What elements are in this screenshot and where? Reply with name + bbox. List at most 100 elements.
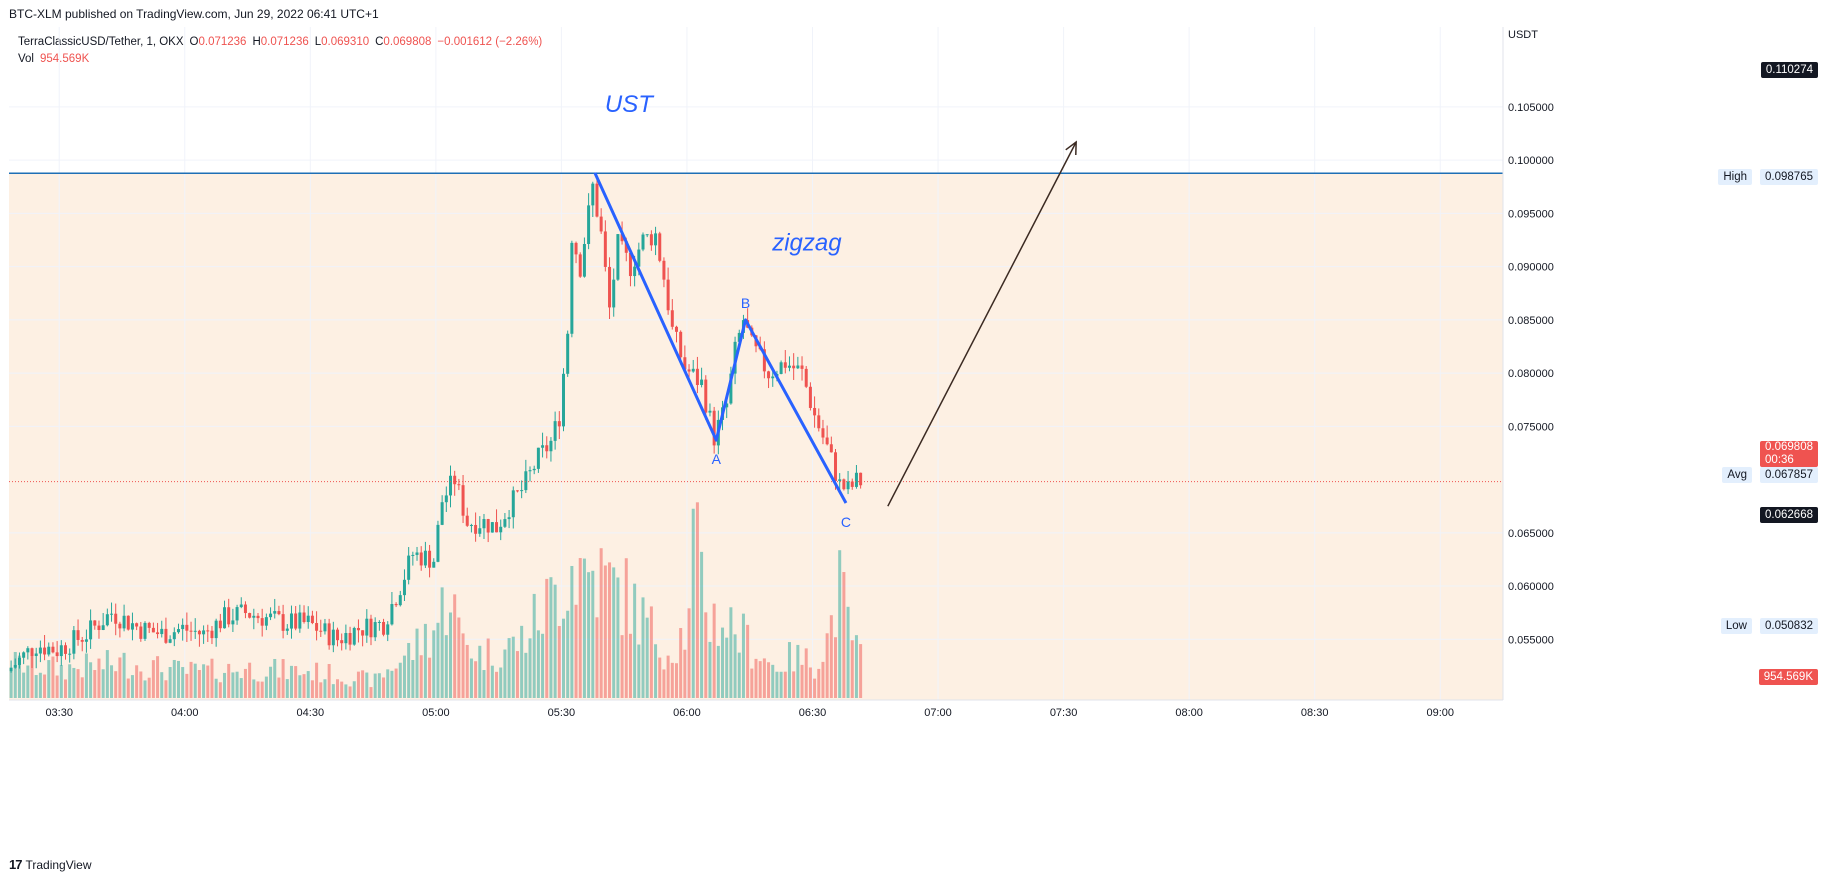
volume-bar [557,626,561,698]
price-tick: 0.090000 [1508,262,1554,274]
volume-bar [302,674,306,698]
candle-body [285,628,289,631]
candle-body [787,365,791,368]
candle-body [633,266,637,277]
volume-bar [796,644,800,698]
volume-bar [536,630,540,698]
volume-bar [398,662,402,698]
candle-body [38,647,42,654]
volume-bar [591,570,595,698]
volume-bar [490,665,494,698]
candle-body [264,617,268,626]
volume-bar [570,565,574,698]
candle-body [139,626,143,639]
volume-bar [495,671,499,698]
annotation-zigzag[interactable]: zigzag [771,230,842,257]
volume-bars [9,502,863,698]
candle-body [22,652,26,658]
candle-body [695,368,699,385]
volume-bar [733,634,737,698]
time-tick: 08:00 [1175,707,1203,719]
candle-body [553,421,557,441]
candle-body [423,550,427,566]
candle-body [176,629,180,633]
candle-body [189,630,193,632]
candle-body [185,624,189,631]
volume-bar [382,677,386,698]
volume-bar [691,508,695,698]
candle-body [122,615,126,629]
candle-body [440,502,444,525]
candle-body [532,468,536,471]
grid-lines [9,27,1503,700]
zigzag-pattern-line[interactable] [593,172,848,504]
candle-body [135,623,139,627]
volume-bar [792,671,796,698]
volume-bar [17,655,21,698]
volume-bar [110,665,114,698]
projection-arrow[interactable] [887,140,1077,507]
time-tick: 03:30 [45,707,73,719]
volume-bar [553,584,557,698]
time-axis[interactable]: 03:30 04:00 04:30 05:00 05:30 06:00 06:30 07:00… [45,707,1454,719]
volume-bar [394,668,398,698]
volume-bar [520,625,524,698]
high-value: 0.071236 [260,36,309,48]
candle-body [658,233,662,261]
tradingview-brand[interactable]: 17 TradingView [9,857,92,872]
candle-body [859,472,863,486]
volume-bar [444,635,448,698]
candle-body [17,657,21,665]
volume-bar [34,675,38,698]
candle-body [432,561,436,568]
volume-bar [850,640,854,698]
candle-body [796,365,800,369]
candle-body [76,630,80,640]
candle-body [846,481,850,490]
candle-body [34,653,38,657]
low-value: 0.069310 [321,36,370,48]
volume-bar [708,641,712,698]
candle-body [411,554,415,556]
candle-body [482,519,486,529]
volume-bar [834,637,838,698]
candle-body [84,639,88,642]
volume-bar [842,572,846,698]
volume-bar [72,667,76,698]
candle-body [511,490,515,518]
volume-bar [147,677,151,698]
candle-body [687,369,691,372]
price-axis[interactable]: 0.105000 0.100000 0.095000 0.090000 0.085000… [1508,102,1554,646]
candle-body [110,613,114,615]
candle-body [13,664,17,668]
candle-body [310,615,314,624]
volume-bar [63,679,67,698]
candle-body [792,365,796,369]
volume-bar [231,672,235,698]
candle-body [398,595,402,606]
volume-bar [779,671,783,698]
volume-bar [273,658,277,698]
candle-body [30,648,34,657]
volume-bar [323,679,327,698]
volume-bar [503,649,507,698]
volume-bar [574,604,578,698]
volume-bar [411,660,415,698]
candle-body [243,604,247,614]
volume-bar [172,659,176,698]
candle-body [591,183,595,206]
candle-body [51,646,55,653]
arrow-head [1065,140,1077,156]
candle-body [172,632,176,640]
annotation-ust[interactable]: UST [605,91,655,118]
volume-bar [143,680,147,698]
candle-body [528,470,532,472]
volume-bar [465,644,469,698]
candle-body [603,231,607,267]
candle-body [800,365,804,369]
candle-body [771,376,775,379]
open-value: 0.071236 [198,36,247,48]
candle-body [444,495,448,503]
top-price-label: 0.110274 [1760,62,1818,78]
